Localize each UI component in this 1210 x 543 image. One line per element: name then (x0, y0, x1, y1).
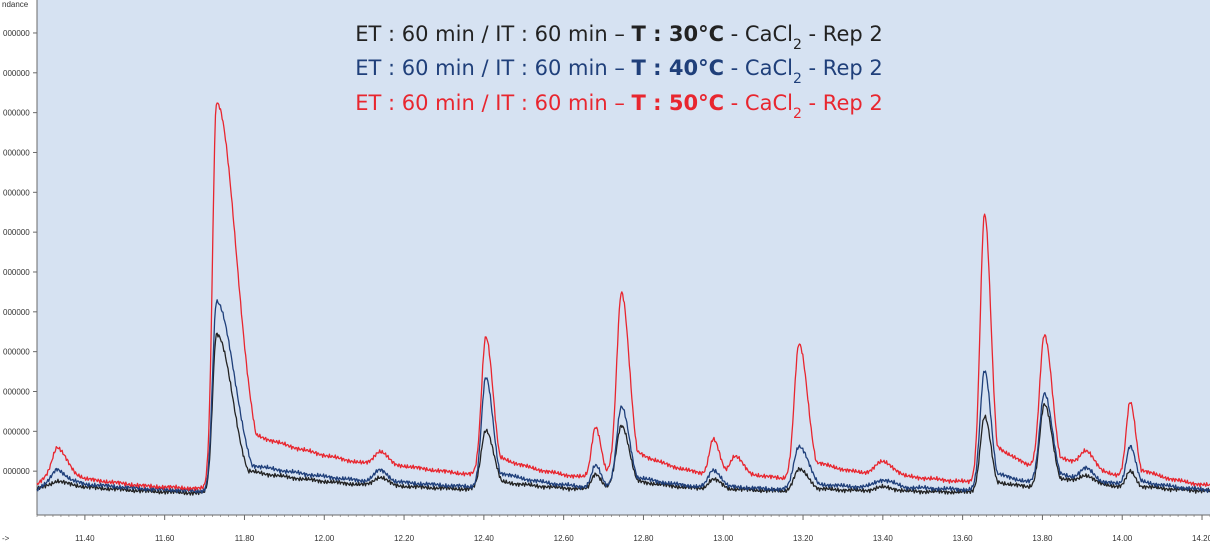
legend-entry-part: - CaCl (724, 56, 793, 80)
x-tick-label: 13.40 (873, 534, 894, 543)
legend-entry-part: - CaCl (724, 91, 793, 115)
x-tick-label: 12.40 (474, 534, 495, 543)
legend-entry-2: ET : 60 min / IT : 60 min – T : 40°C - C… (355, 56, 883, 87)
x-tick-label: 12.60 (554, 534, 575, 543)
series-line-1 (36, 332, 1210, 496)
legend-entry-part: ET : 60 min / IT : 60 min – (355, 56, 631, 80)
y-tick-label: 000000 (3, 148, 30, 157)
y-tick-label: 000000 (3, 308, 30, 317)
legend-entry-part: 2 (793, 106, 802, 122)
x-tick-label: 14.20 (1192, 534, 1210, 543)
legend-entry-part: ET : 60 min / IT : 60 min – (355, 91, 631, 115)
legend-entry-part: T : 40°C (632, 56, 724, 80)
x-axis-unit-label: -> (2, 534, 10, 543)
y-tick-label: 000000 (3, 268, 30, 277)
x-tick-label: 12.80 (633, 534, 654, 543)
series-group (36, 102, 1210, 496)
legend-entry-part: T : 50°C (632, 91, 724, 115)
legend: ET : 60 min / IT : 60 min – T : 30°C - C… (355, 22, 883, 122)
x-tick-label: 14.00 (1112, 534, 1133, 543)
legend-entry-part: 2 (793, 71, 802, 87)
x-axis: -> 11.40 11.60 11.80 12.00 12.20 12.40 12.60 12.… (2, 514, 1210, 543)
legend-entry-3: ET : 60 min / IT : 60 min – T : 50°C - C… (355, 91, 883, 122)
y-tick-label: 000000 (3, 467, 30, 476)
legend-entry-part: T : 30°C (632, 22, 724, 46)
x-tick-label: 12.00 (314, 534, 335, 543)
legend-entry-part: ET : 60 min / IT : 60 min – (355, 22, 631, 46)
y-tick-label: 000000 (3, 427, 30, 436)
legend-entry-part: - Rep 2 (802, 91, 883, 115)
legend-entry-part: - Rep 2 (802, 22, 883, 46)
x-tick-label: 13.80 (1032, 534, 1053, 543)
x-tick-label: 13.60 (953, 534, 974, 543)
series-line-3 (36, 102, 1210, 492)
x-tick-label: 11.40 (75, 534, 95, 543)
legend-entry-part: 2 (793, 37, 802, 53)
y-axis-label: ndance (2, 0, 29, 9)
x-tick-label: 11.60 (155, 534, 175, 543)
series-line-2 (36, 299, 1210, 494)
y-tick-label: 000000 (3, 29, 30, 38)
x-tick-label: 13.20 (793, 534, 814, 543)
x-tick-label: 12.20 (394, 534, 415, 543)
legend-entry-part: - CaCl (724, 22, 793, 46)
y-tick-label: 000000 (3, 109, 30, 118)
y-tick-label: 000000 (3, 188, 30, 197)
y-axis: ndance 000000 000000 000000 000000 000000 0000… (2, 0, 38, 515)
y-tick-label: 000000 (3, 69, 30, 78)
y-tick-label: 000000 (3, 348, 30, 357)
legend-entry-part: - Rep 2 (802, 56, 883, 80)
y-tick-label: 000000 (3, 387, 30, 396)
x-tick-label: 11.80 (235, 534, 255, 543)
y-tick-label: 000000 (3, 228, 30, 237)
x-tick-label: 13.00 (713, 534, 734, 543)
legend-entry-1: ET : 60 min / IT : 60 min – T : 30°C - C… (355, 22, 883, 53)
